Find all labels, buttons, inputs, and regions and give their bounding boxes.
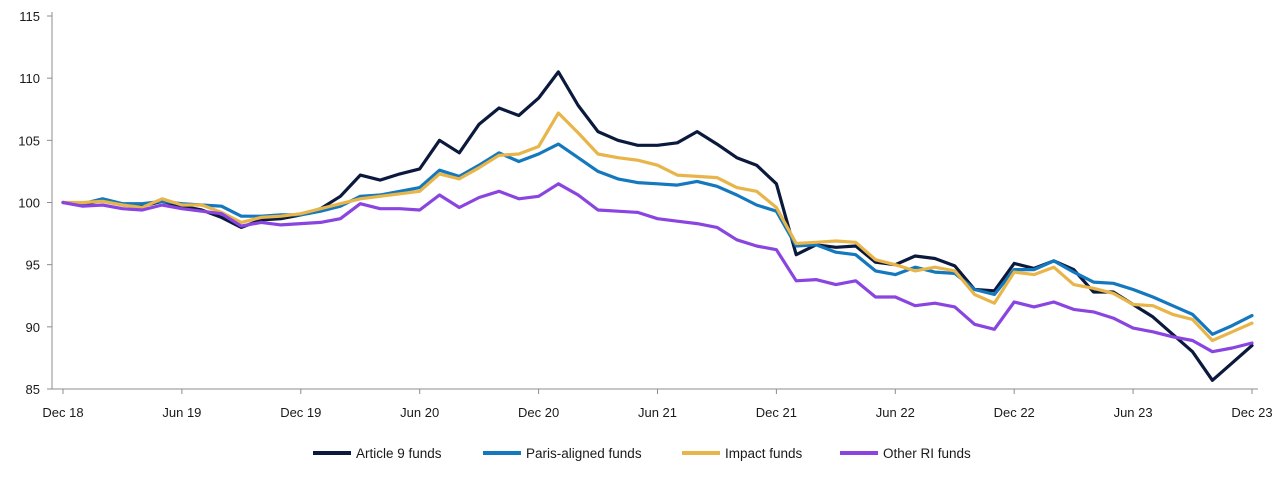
- x-tick-label: Dec 23: [1231, 405, 1272, 420]
- y-tick-label: 105: [18, 133, 40, 148]
- series-lines: [61, 70, 1254, 382]
- legend-label: Article 9 funds: [356, 446, 442, 461]
- legend-label: Impact funds: [725, 446, 803, 461]
- x-tick-label: Dec 21: [756, 405, 797, 420]
- y-tick-label: 100: [18, 196, 40, 211]
- legend: Article 9 funds Paris-aligned funds Impact…: [313, 446, 971, 461]
- y-tick-label: 110: [19, 71, 40, 86]
- legend-label: Paris-aligned funds: [526, 446, 642, 461]
- x-tick-label: Dec 22: [994, 405, 1035, 420]
- x-tick-label: Dec 20: [518, 405, 559, 420]
- series-line-other-ri-funds: [61, 182, 1254, 354]
- series-line-paris-aligned-funds: [61, 142, 1254, 336]
- axes: 85 90 95 100 105 110 115 Dec 18 Jun 19 Dec 19 Jun …: [18, 9, 1272, 420]
- x-tick-label: Dec 19: [280, 405, 321, 420]
- series-line-impact-funds: [61, 111, 1254, 343]
- y-tick-label: 90: [26, 320, 40, 335]
- legend-label: Other RI funds: [883, 446, 971, 461]
- y-tick-label: 85: [26, 382, 40, 397]
- x-tick-label: Jun 23: [1114, 405, 1153, 420]
- x-tick-label: Dec 18: [42, 405, 83, 420]
- x-tick-label: Jun 21: [638, 405, 677, 420]
- y-tick-label: 115: [19, 9, 40, 24]
- x-tick-label: Jun 19: [162, 405, 201, 420]
- y-tick-label: 95: [26, 258, 40, 273]
- x-tick-label: Jun 20: [400, 405, 439, 420]
- x-tick-label: Jun 22: [876, 405, 915, 420]
